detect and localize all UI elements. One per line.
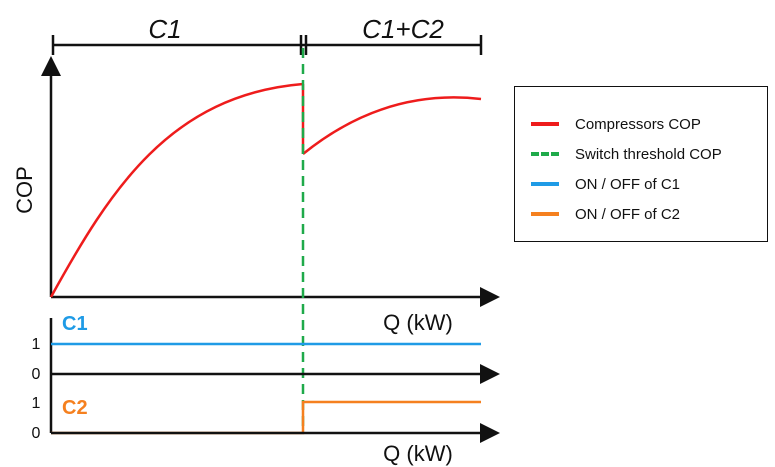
region-label-c1: C1 bbox=[148, 14, 181, 44]
legend-label-cop: Compressors COP bbox=[575, 115, 701, 133]
legend-label-c1: ON / OFF of C1 bbox=[575, 175, 681, 193]
legend-swatch-cop bbox=[531, 122, 559, 126]
c2-row-label: C2 bbox=[62, 397, 88, 419]
top-plot-axes bbox=[41, 56, 500, 307]
c2-tick-0: 0 bbox=[32, 425, 41, 442]
legend-swatch-threshold bbox=[531, 152, 559, 156]
c1-tick-1: 1 bbox=[32, 336, 41, 353]
legend-label-c2: ON / OFF of C2 bbox=[575, 205, 681, 223]
region-bracket bbox=[51, 35, 483, 55]
region-label-c1c2: C1+C2 bbox=[362, 14, 444, 44]
c1-tick-0: 0 bbox=[32, 366, 41, 383]
c1-row-label: C1 bbox=[62, 313, 88, 335]
c2-tick-1: 1 bbox=[32, 395, 41, 412]
legend-swatch-c1 bbox=[531, 182, 559, 186]
c2-onoff-line bbox=[51, 400, 481, 435]
legend: Compressors COP Switch threshold COP ON … bbox=[514, 86, 768, 242]
bottom-plot-xlabel: Q (kW) bbox=[383, 441, 453, 466]
top-plot-ylabel: COP bbox=[12, 166, 37, 214]
cop-curve-c1c2 bbox=[302, 96, 482, 155]
cop-curve-c1 bbox=[49, 82, 304, 298]
legend-label-threshold: Switch threshold COP bbox=[575, 145, 722, 163]
top-plot-xlabel: Q (kW) bbox=[383, 310, 453, 335]
legend-swatch-c2 bbox=[531, 212, 559, 216]
